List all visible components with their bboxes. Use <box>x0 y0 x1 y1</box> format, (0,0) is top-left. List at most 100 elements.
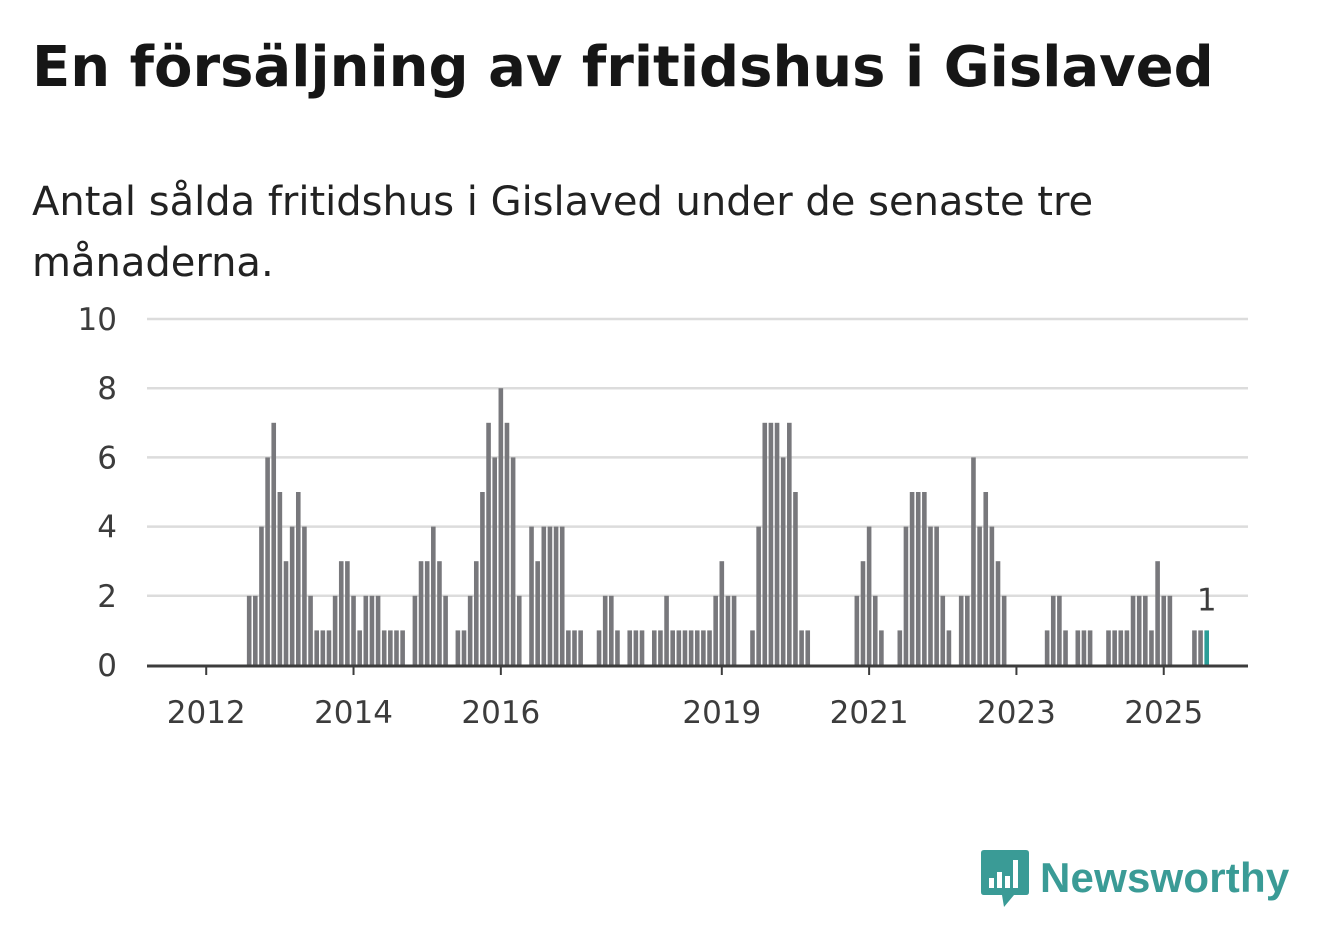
bar <box>253 595 258 665</box>
bar <box>424 561 430 665</box>
x-tick-label: 2023 <box>977 695 1056 731</box>
bar <box>983 492 989 665</box>
bar <box>412 595 418 665</box>
bar <box>461 630 467 665</box>
bar <box>437 561 442 665</box>
bar <box>762 422 768 665</box>
bar <box>915 492 921 665</box>
bar <box>1044 630 1050 665</box>
bar <box>1050 595 1056 665</box>
bar <box>498 388 504 665</box>
x-tick-label: 2019 <box>682 695 761 731</box>
bar <box>1143 595 1148 665</box>
bar <box>259 526 264 665</box>
bar <box>701 630 706 665</box>
bar <box>455 630 461 665</box>
bar <box>1136 595 1142 665</box>
bar <box>805 630 811 665</box>
bar <box>756 526 761 665</box>
bar <box>1112 630 1117 665</box>
bar <box>609 595 614 665</box>
bar <box>516 595 522 665</box>
bar <box>750 630 755 665</box>
bar <box>431 526 436 665</box>
bar <box>369 595 375 665</box>
bar <box>965 595 970 665</box>
bar <box>1192 630 1197 665</box>
bar <box>547 526 553 665</box>
bar <box>265 457 270 665</box>
bar <box>320 630 326 665</box>
bar <box>768 422 774 665</box>
y-tick-label: 10 <box>78 302 117 338</box>
bar <box>670 630 676 665</box>
logo-wordmark: Newsworthy <box>1040 854 1290 901</box>
bar <box>467 595 473 665</box>
bar <box>639 630 645 665</box>
bar <box>977 526 982 665</box>
latest-value-label: 1 <box>1197 582 1217 618</box>
bar <box>596 630 602 665</box>
bar <box>400 630 405 665</box>
bar <box>529 526 534 665</box>
bar <box>946 630 952 665</box>
y-tick-label: 8 <box>97 371 117 407</box>
bar <box>535 561 540 665</box>
y-tick-label: 4 <box>97 510 117 546</box>
bar <box>418 561 424 665</box>
bar <box>928 526 933 665</box>
bar <box>1081 630 1087 665</box>
bar <box>345 561 350 665</box>
bar <box>283 561 289 665</box>
bar <box>541 526 547 665</box>
bar <box>971 457 976 665</box>
bar <box>572 630 577 665</box>
bar <box>394 630 399 665</box>
x-axis-ticks: 2012 2014 2016 2019 2021 2023 2025 <box>167 667 1203 731</box>
bar <box>363 595 369 665</box>
bar <box>388 630 393 665</box>
bar <box>787 422 792 665</box>
bar <box>909 492 915 665</box>
bar <box>566 630 571 665</box>
bar <box>277 492 283 665</box>
bar <box>633 630 639 665</box>
bar <box>295 492 301 665</box>
bar <box>1130 595 1136 665</box>
bar <box>602 595 608 665</box>
bar <box>1167 595 1173 665</box>
bar <box>658 630 663 665</box>
bar-chart: 0 2 4 6 8 10 2012 2014 2016 2019 2021 2023 2025 1 <box>78 302 1248 731</box>
y-tick-label: 6 <box>97 440 117 476</box>
y-tick-label: 2 <box>97 579 117 615</box>
bar <box>308 595 313 665</box>
bar <box>271 422 277 665</box>
bar <box>866 526 872 665</box>
bar <box>504 422 510 665</box>
bar <box>879 630 884 665</box>
bar <box>651 630 657 665</box>
bar <box>1155 561 1160 665</box>
bar <box>676 630 682 665</box>
bar <box>922 492 927 665</box>
bar <box>1161 595 1167 665</box>
bar <box>492 457 497 665</box>
bar <box>289 526 295 665</box>
bar <box>793 492 798 665</box>
bar <box>707 630 712 665</box>
bar <box>799 630 804 665</box>
bar <box>375 595 381 665</box>
bar <box>246 595 252 665</box>
bar <box>897 630 903 665</box>
bar <box>615 630 620 665</box>
bar <box>1057 595 1062 665</box>
x-tick-label: 2021 <box>830 695 909 731</box>
bar <box>713 595 718 665</box>
bar <box>958 595 964 665</box>
bar <box>719 561 725 665</box>
bar <box>682 630 688 665</box>
newsworthy-logo-icon <box>981 850 1029 907</box>
bar <box>1118 630 1124 665</box>
bar <box>903 526 909 665</box>
bar <box>995 561 1001 665</box>
